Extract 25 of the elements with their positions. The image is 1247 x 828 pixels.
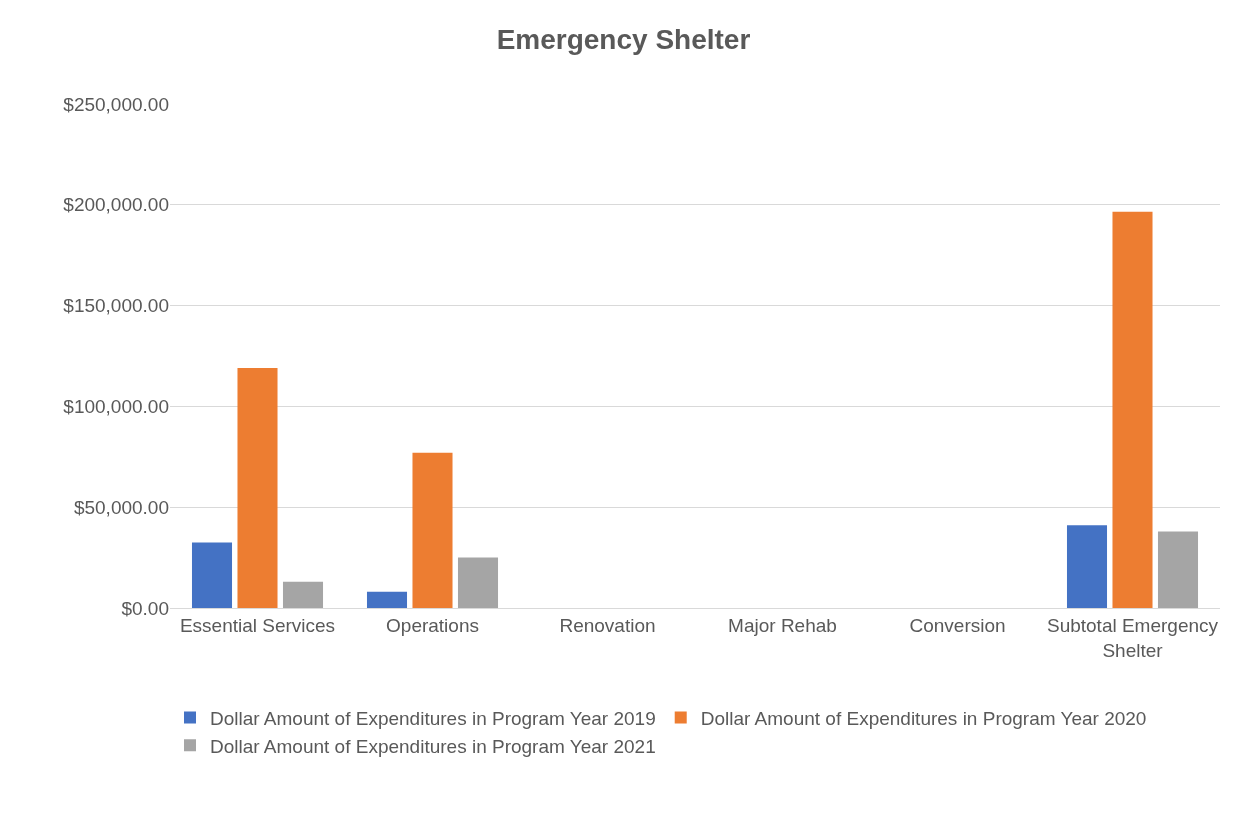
bar (1157, 531, 1199, 608)
x-tick-label: Major Rehab (728, 614, 837, 636)
y-tick-label: $0.00 (121, 597, 169, 619)
x-tick-label: Conversion (909, 614, 1006, 636)
y-tick-label: $150,000.00 (63, 295, 169, 317)
y-tick-label: $100,000.00 (63, 396, 169, 418)
bar (457, 557, 499, 608)
x-tick-label: Subtotal Emergency Shelter (1046, 614, 1219, 661)
bar (282, 581, 324, 608)
legend-label: Dollar Amount of Expenditures in Program Year 2019 (210, 707, 656, 729)
x-tick-label: Essential Services (179, 614, 336, 636)
legend-label: Dollar Amount of Expenditures in Program Year 2020 (700, 707, 1147, 729)
chart-title: Emergency Shelter (496, 23, 751, 55)
y-tick-label: $250,000.00 (63, 93, 169, 115)
y-tick-label: $200,000.00 (63, 194, 169, 216)
bar (412, 452, 453, 608)
bar (1066, 525, 1108, 608)
bar (366, 591, 408, 608)
y-tick-label: $50,000.00 (73, 496, 169, 518)
x-tick-label: Renovation (559, 614, 656, 636)
bar (1112, 211, 1153, 608)
bar (191, 542, 233, 608)
bar (237, 368, 278, 608)
legend-label: Dollar Amount of Expenditures in Program Year 2021 (210, 735, 656, 757)
x-tick-label: Operations (386, 614, 479, 636)
